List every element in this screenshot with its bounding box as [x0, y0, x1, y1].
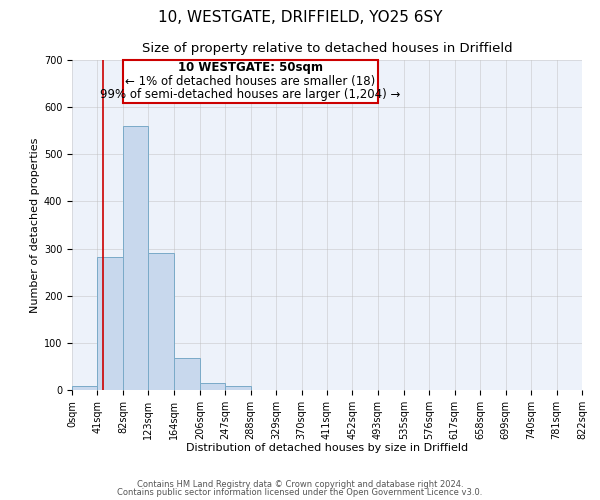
Bar — [97, 257, 123, 390]
Bar — [225, 386, 251, 390]
Title: Size of property relative to detached houses in Driffield: Size of property relative to detached ho… — [142, 42, 512, 54]
Text: 99% of semi-detached houses are larger (1,204) →: 99% of semi-detached houses are larger (… — [100, 88, 401, 102]
Bar — [72, 386, 97, 390]
Text: Contains HM Land Registry data © Crown copyright and database right 2024.: Contains HM Land Registry data © Crown c… — [137, 480, 463, 489]
Text: 10 WESTGATE: 50sqm: 10 WESTGATE: 50sqm — [178, 60, 323, 74]
Bar — [123, 126, 148, 390]
Text: 10, WESTGATE, DRIFFIELD, YO25 6SY: 10, WESTGATE, DRIFFIELD, YO25 6SY — [158, 10, 442, 25]
Text: ← 1% of detached houses are smaller (18): ← 1% of detached houses are smaller (18) — [125, 74, 376, 88]
Bar — [174, 358, 200, 390]
Bar — [123, 60, 378, 104]
Bar — [148, 253, 174, 390]
Bar — [200, 384, 225, 390]
X-axis label: Distribution of detached houses by size in Driffield: Distribution of detached houses by size … — [186, 444, 468, 454]
Text: Contains public sector information licensed under the Open Government Licence v3: Contains public sector information licen… — [118, 488, 482, 497]
Y-axis label: Number of detached properties: Number of detached properties — [29, 138, 40, 312]
